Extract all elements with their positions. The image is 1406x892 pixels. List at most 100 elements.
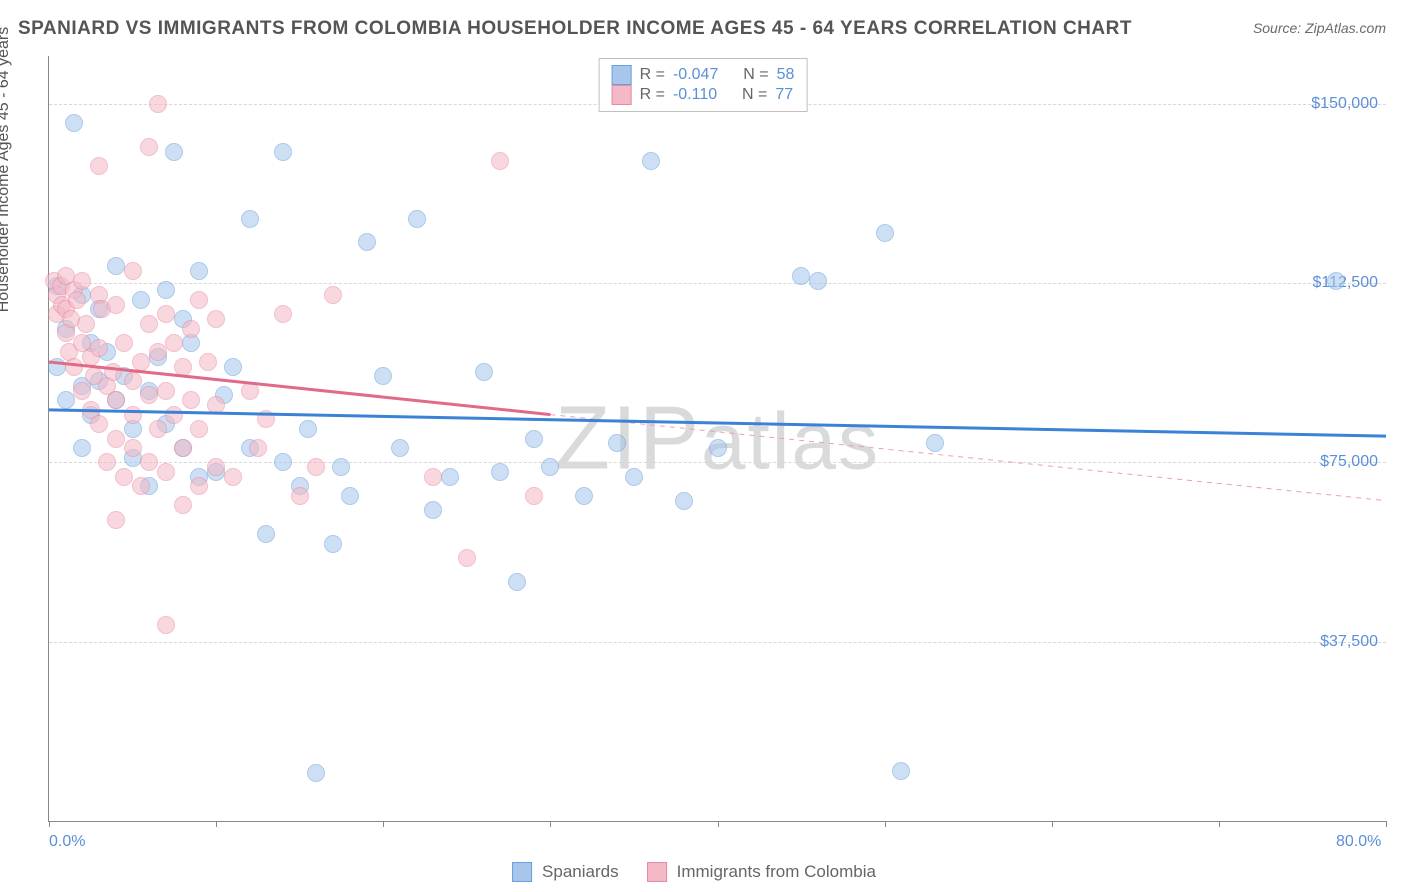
data-point bbox=[241, 382, 259, 400]
x-tick bbox=[49, 821, 50, 827]
chart-title: SPANIARD VS IMMIGRANTS FROM COLOMBIA HOU… bbox=[18, 18, 1132, 40]
data-point bbox=[132, 353, 150, 371]
data-point bbox=[124, 406, 142, 424]
data-point bbox=[182, 391, 200, 409]
legend-correlation-box: R = -0.047 N = 58 R = -0.110 N = 77 bbox=[599, 58, 808, 112]
data-point bbox=[257, 525, 275, 543]
data-point bbox=[104, 363, 122, 381]
legend-series-names: SpaniardsImmigrants from Colombia bbox=[512, 862, 894, 882]
legend-row: R = -0.110 N = 77 bbox=[612, 85, 795, 105]
data-point bbox=[926, 434, 944, 452]
r-value-series2: -0.110 bbox=[673, 86, 717, 104]
data-point bbox=[174, 439, 192, 457]
data-point bbox=[107, 257, 125, 275]
data-point bbox=[358, 233, 376, 251]
data-point bbox=[190, 262, 208, 280]
trendline bbox=[550, 415, 1386, 501]
x-tick bbox=[1219, 821, 1220, 827]
data-point bbox=[115, 468, 133, 486]
data-point bbox=[625, 468, 643, 486]
data-point bbox=[149, 95, 167, 113]
data-point bbox=[157, 281, 175, 299]
data-point bbox=[140, 315, 158, 333]
data-point bbox=[140, 453, 158, 471]
data-point bbox=[642, 152, 660, 170]
data-point bbox=[124, 372, 142, 390]
r-value-series1: -0.047 bbox=[673, 66, 718, 84]
data-point bbox=[249, 439, 267, 457]
data-point bbox=[274, 143, 292, 161]
data-point bbox=[190, 291, 208, 309]
data-point bbox=[291, 487, 309, 505]
data-point bbox=[73, 439, 91, 457]
y-tick-label: $150,000 bbox=[1311, 95, 1378, 113]
data-point bbox=[608, 434, 626, 452]
x-tick-label: 0.0% bbox=[49, 833, 85, 851]
data-point bbox=[182, 320, 200, 338]
data-point bbox=[157, 305, 175, 323]
data-point bbox=[90, 415, 108, 433]
data-point bbox=[73, 272, 91, 290]
y-tick-label: $37,500 bbox=[1320, 633, 1378, 651]
x-tick bbox=[383, 821, 384, 827]
data-point bbox=[408, 210, 426, 228]
data-point bbox=[149, 343, 167, 361]
data-point bbox=[107, 296, 125, 314]
data-point bbox=[274, 453, 292, 471]
data-point bbox=[458, 549, 476, 567]
data-point bbox=[57, 391, 75, 409]
y-tick-label: $112,500 bbox=[1312, 274, 1378, 292]
data-point bbox=[475, 363, 493, 381]
plot-area: ZIPatlas $37,500$75,000$112,500$150,0000… bbox=[48, 56, 1386, 822]
data-point bbox=[140, 386, 158, 404]
legend-swatch-series2 bbox=[612, 85, 632, 105]
legend-label: Spaniards bbox=[542, 862, 619, 882]
data-point bbox=[241, 210, 259, 228]
data-point bbox=[307, 764, 325, 782]
x-tick bbox=[1052, 821, 1053, 827]
data-point bbox=[77, 315, 95, 333]
legend-row: R = -0.047 N = 58 bbox=[612, 65, 795, 85]
data-point bbox=[48, 358, 66, 376]
data-point bbox=[132, 291, 150, 309]
data-point bbox=[174, 496, 192, 514]
data-point bbox=[207, 396, 225, 414]
data-point bbox=[1327, 272, 1345, 290]
data-point bbox=[792, 267, 810, 285]
x-tick bbox=[718, 821, 719, 827]
legend-swatch bbox=[512, 862, 532, 882]
data-point bbox=[491, 463, 509, 481]
data-point bbox=[190, 420, 208, 438]
data-point bbox=[424, 468, 442, 486]
data-point bbox=[157, 463, 175, 481]
n-label: N = bbox=[742, 86, 767, 104]
data-point bbox=[541, 458, 559, 476]
legend-swatch-series1 bbox=[612, 65, 632, 85]
data-point bbox=[73, 382, 91, 400]
data-point bbox=[307, 458, 325, 476]
n-label: N = bbox=[743, 66, 768, 84]
data-point bbox=[675, 492, 693, 510]
data-point bbox=[491, 152, 509, 170]
gridline bbox=[49, 642, 1386, 643]
data-point bbox=[132, 477, 150, 495]
data-point bbox=[68, 291, 86, 309]
data-point bbox=[525, 487, 543, 505]
data-point bbox=[299, 420, 317, 438]
data-point bbox=[876, 224, 894, 242]
legend-swatch bbox=[647, 862, 667, 882]
data-point bbox=[341, 487, 359, 505]
data-point bbox=[892, 762, 910, 780]
r-label: R = bbox=[640, 86, 665, 104]
data-point bbox=[575, 487, 593, 505]
data-point bbox=[124, 439, 142, 457]
x-tick bbox=[550, 821, 551, 827]
data-point bbox=[207, 458, 225, 476]
data-point bbox=[107, 430, 125, 448]
data-point bbox=[525, 430, 543, 448]
y-axis-label: Householder Income Ages 45 - 64 years bbox=[0, 27, 13, 313]
data-point bbox=[165, 406, 183, 424]
x-tick bbox=[885, 821, 886, 827]
n-value-series2: 77 bbox=[775, 86, 793, 104]
data-point bbox=[174, 358, 192, 376]
